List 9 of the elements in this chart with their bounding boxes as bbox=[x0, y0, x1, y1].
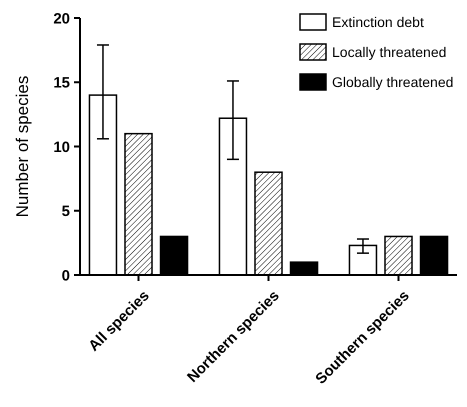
y-tick-label: 10 bbox=[53, 138, 70, 156]
y-tick-label: 0 bbox=[62, 267, 70, 284]
legend-label: Extinction debt bbox=[332, 14, 424, 30]
legend-label: Globally threatened bbox=[332, 74, 454, 90]
y-tick-label: 15 bbox=[53, 74, 70, 92]
y-axis-title: Number of species bbox=[13, 76, 32, 218]
y-tick-label: 20 bbox=[53, 10, 70, 28]
y-tick-label: 5 bbox=[62, 203, 70, 220]
legend-label: Locally threatened bbox=[332, 44, 446, 60]
